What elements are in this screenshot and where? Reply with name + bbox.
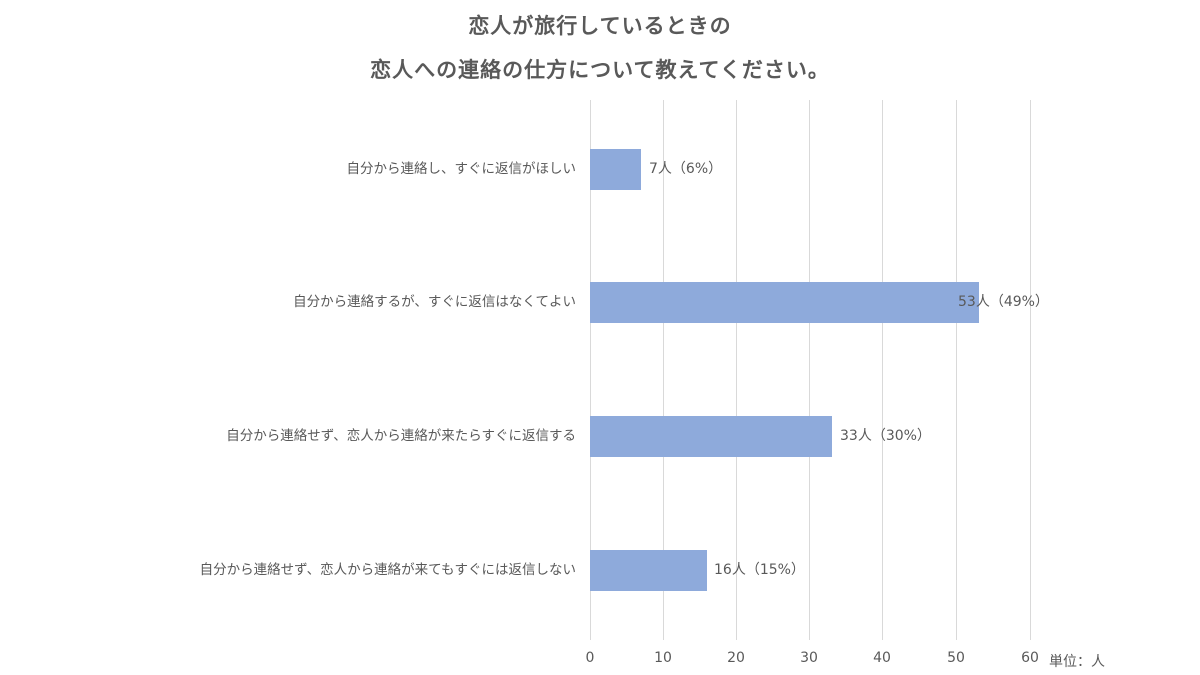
data-label-2: 33人（30%） <box>840 428 931 444</box>
data-label-0: 7人（6%） <box>649 161 723 177</box>
gridline-30 <box>809 100 810 640</box>
bar-3 <box>590 550 707 591</box>
category-label-2: 自分から連絡せず、恋人から連絡が来たらすぐに返信する <box>226 428 576 444</box>
x-tick-60: 60 <box>1021 650 1039 666</box>
data-label-3: 16人（15%） <box>714 562 805 578</box>
x-tick-0: 0 <box>585 650 595 666</box>
x-tick-20: 20 <box>727 650 745 666</box>
x-tick-30: 30 <box>800 650 818 666</box>
bar-2 <box>590 416 832 457</box>
bar-0 <box>590 149 641 190</box>
data-label-1: 53人（49%） <box>958 294 1049 310</box>
gridline-40 <box>882 100 883 640</box>
gridline-60 <box>1030 100 1031 640</box>
category-label-3: 自分から連絡せず、恋人から連絡が来てもすぐには返信しない <box>199 562 576 578</box>
x-tick-40: 40 <box>873 650 891 666</box>
category-label-0: 自分から連絡し、すぐに返信がほしい <box>346 161 577 177</box>
gridline-20 <box>736 100 737 640</box>
chart-title-line-1: 恋人が旅行しているときの <box>468 14 732 38</box>
plot-area: 7人（6%） 53人（49%） 33人（30%） 16人（15%） <box>590 100 1049 640</box>
category-label-1: 自分から連絡するが、すぐに返信はなくてよい <box>293 294 576 310</box>
gridline-0 <box>590 100 591 640</box>
chart-title-line-2: 恋人への連絡の仕方について教えてください。 <box>370 58 830 82</box>
bar-1 <box>590 282 979 323</box>
gridline-50 <box>956 100 957 640</box>
x-tick-10: 10 <box>654 650 672 666</box>
gridline-10 <box>663 100 664 640</box>
x-tick-50: 50 <box>947 650 965 666</box>
unit-label: 単位：人 <box>1049 654 1105 670</box>
